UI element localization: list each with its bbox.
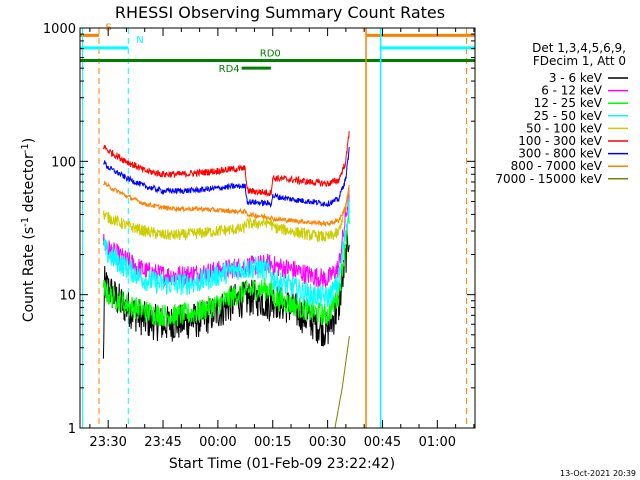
legend-label-6: 300 - 800 keV [518, 147, 602, 161]
y-axis-label-end: ) [21, 138, 37, 143]
legend-label-3: 25 - 50 keV [534, 109, 603, 123]
y-axis-label-sup2: -1 [20, 143, 31, 153]
series-line-6 [103, 146, 350, 209]
legend-label-1: 6 - 12 keV [541, 84, 603, 98]
legend-label-0: 3 - 6 keV [549, 71, 603, 85]
legend-header-line-1: Det 1,3,4,5,6,9, [532, 41, 626, 55]
series-line-5 [102, 131, 350, 198]
x-axis-label: Start Time (01-Feb-09 23:22:42) [169, 456, 395, 472]
x-tick-label: 01:00 [419, 435, 456, 450]
status-label-rd0: RD0 [260, 49, 281, 60]
x-tick-label: 00:00 [199, 435, 236, 450]
legend-label-4: 50 - 100 keV [526, 121, 603, 135]
y-axis-label: Count Rate (s-1 detector-1) [20, 138, 37, 322]
chart-title: RHESSI Observing Summary Count Rates [115, 3, 445, 22]
legend-label-7: 800 - 7000 keV [511, 159, 603, 173]
series-line-7 [103, 180, 350, 228]
series-line-4 [102, 191, 350, 242]
y-axis-label-main: Count Rate (s [21, 227, 37, 322]
legend: Det 1,3,4,5,6,9, FDecim 1, Att 0 3 - 6 k… [495, 41, 628, 186]
y-tick-label: 100 [51, 155, 76, 170]
legend-label-5: 100 - 300 keV [518, 134, 602, 148]
legend-header-line-2: FDecim 1, Att 0 [533, 54, 626, 68]
y-tick-label: 10 [59, 289, 76, 304]
legend-label-2: 12 - 25 keV [534, 96, 603, 110]
y-tick-label: 1 [68, 422, 76, 437]
status-label-n: N [136, 35, 143, 46]
x-tick-label: 23:30 [89, 435, 126, 450]
x-tick-label: 23:45 [144, 435, 181, 450]
plot-frame [79, 27, 476, 429]
y-axis-label-mid: detector [21, 153, 37, 217]
x-tick-label: 00:45 [364, 435, 401, 450]
series-line-3 [102, 198, 350, 308]
timestamp: 13-Oct-2021 20:39 [560, 469, 636, 478]
y-tick-label: 1000 [43, 22, 76, 37]
legend-label-8: 7000 - 15000 keV [495, 172, 602, 186]
status-label-rd4: RD4 [219, 64, 240, 75]
x-tick-label: 00:30 [309, 435, 346, 450]
series-line-2 [102, 210, 350, 327]
series-line-8 [334, 335, 350, 429]
series-line-1 [102, 187, 350, 288]
y-axis-label-sup1: -1 [20, 217, 31, 227]
x-tick-label: 00:15 [254, 435, 291, 450]
axes: 1 10 100 1000 23:30 23:45 00:00 00:15 00:30 00:45… [43, 22, 475, 450]
